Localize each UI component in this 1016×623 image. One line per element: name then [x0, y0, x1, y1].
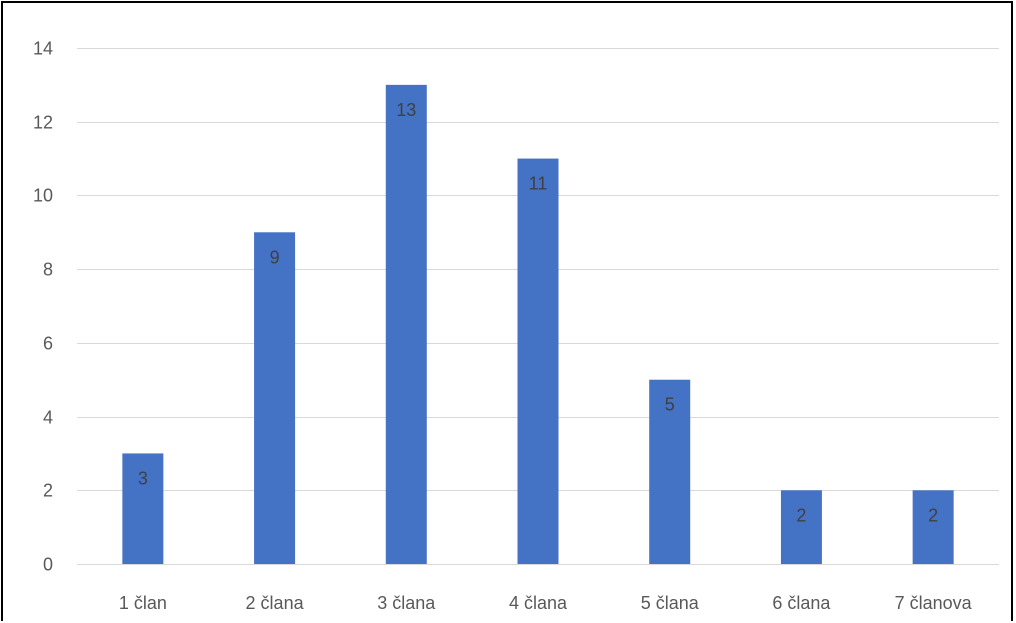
data-label: 5 — [665, 395, 675, 415]
data-label: 2 — [928, 505, 938, 525]
x-tick-label: 3 člana — [377, 593, 436, 613]
x-tick-label: 4 člana — [509, 593, 568, 613]
data-label: 13 — [396, 100, 416, 120]
bars — [122, 84, 954, 565]
x-tick-label: 2 člana — [246, 593, 305, 613]
y-tick-label: 6 — [43, 334, 53, 354]
y-tick-label: 0 — [43, 555, 53, 575]
data-label: 3 — [138, 468, 148, 488]
bar-chart: 0 2 4 6 8 10 12 14 1 član 2 člana 3 člana 4 člana 5… — [33, 39, 999, 613]
bar — [780, 490, 822, 564]
x-tick-label: 6 člana — [772, 593, 831, 613]
data-label: 11 — [529, 174, 548, 194]
y-tick-label: 14 — [33, 39, 53, 59]
bar — [254, 232, 296, 565]
x-tick-label: 5 člana — [641, 593, 700, 613]
bar — [649, 379, 691, 564]
x-tick-label: 7 članova — [895, 593, 973, 613]
bar — [385, 84, 427, 564]
y-tick-label: 8 — [43, 260, 53, 280]
data-label: 2 — [796, 505, 806, 525]
data-label: 9 — [270, 247, 280, 267]
y-tick-label: 2 — [43, 481, 53, 501]
bar — [122, 453, 164, 564]
y-tick-label: 12 — [33, 113, 53, 133]
bar — [517, 158, 559, 565]
x-axis-tick-labels: 1 član 2 člana 3 člana 4 člana 5 člana 6 član… — [119, 593, 973, 613]
x-tick-label: 1 član — [119, 593, 167, 613]
y-tick-label: 4 — [43, 408, 53, 428]
y-tick-label: 10 — [33, 186, 53, 206]
bar — [912, 490, 954, 564]
y-axis-tick-labels: 0 2 4 6 8 10 12 14 — [33, 39, 53, 575]
data-labels: 3 9 13 11 5 2 2 — [138, 100, 938, 525]
